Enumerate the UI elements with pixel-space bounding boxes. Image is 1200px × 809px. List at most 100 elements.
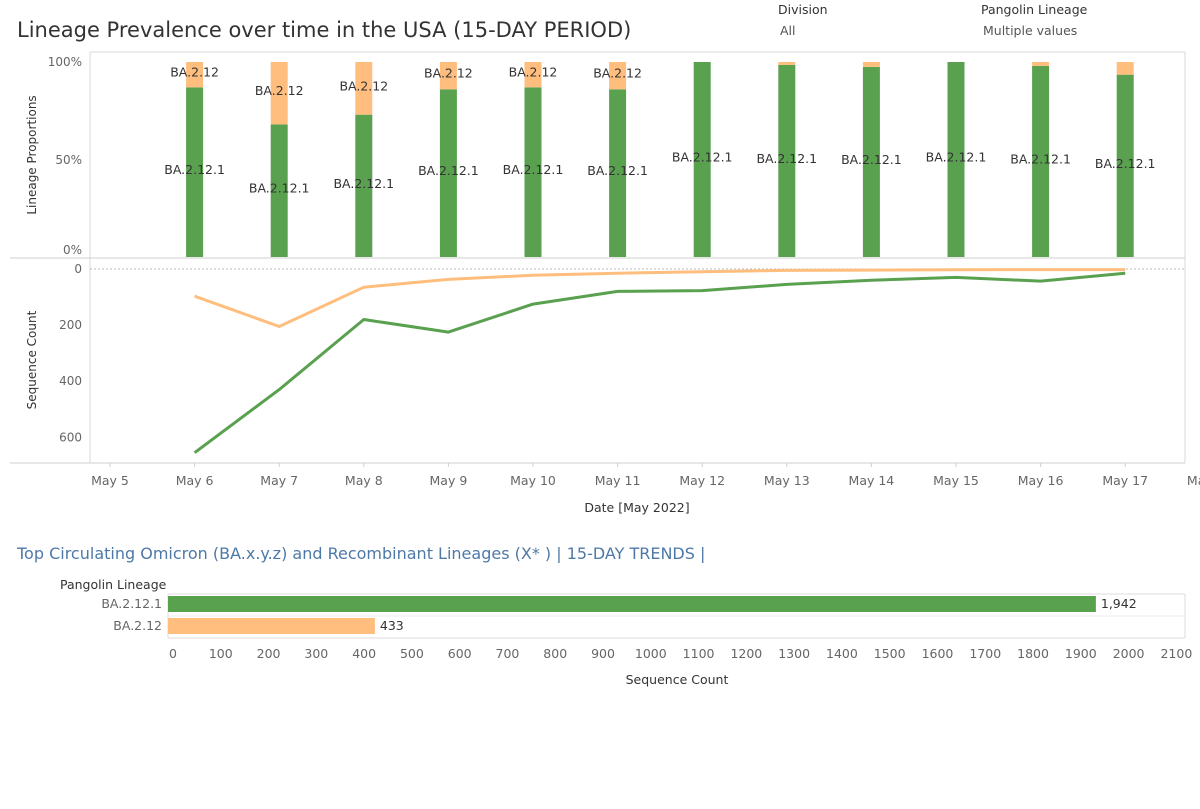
- totals-x-tick-label: 1400: [826, 646, 858, 661]
- bar-label-ba-2-12-1: BA.2.12.1: [756, 151, 817, 166]
- bar-segment-ba-2-12: [270, 62, 288, 125]
- totals-x-tick-label: 700: [496, 646, 520, 661]
- bar-segment-ba-2-12-1: [355, 114, 373, 258]
- bar-label-ba-2-12-1: BA.2.12.1: [503, 162, 564, 177]
- bar-segment-ba-2-12: [439, 62, 457, 90]
- bar-label-ba-2-12-1: BA.2.12.1: [1010, 151, 1071, 166]
- bar-segment-ba-2-12-1: [524, 87, 542, 257]
- x-axis-tick-label: May 10: [510, 473, 556, 488]
- x-axis-tick-label: May 7: [260, 473, 298, 488]
- bar-y-tick-label: 0%: [63, 243, 82, 257]
- bar-label-ba-2-12: BA.2.12: [509, 65, 558, 80]
- totals-value-label: 433: [380, 618, 404, 633]
- totals-x-tick-label: 1000: [635, 646, 667, 661]
- bar-segment-ba-2-12-1: [947, 62, 965, 257]
- x-axis-title: Date [May 2022]: [584, 500, 689, 515]
- totals-x-tick-label: 500: [400, 646, 424, 661]
- totals-x-tick-label: 1500: [874, 646, 906, 661]
- totals-x-tick-label: 1700: [969, 646, 1001, 661]
- totals-x-axis-title: Sequence Count: [626, 672, 729, 687]
- division-filter-value[interactable]: All: [780, 23, 796, 38]
- x-axis-tick-label: May 13: [764, 473, 810, 488]
- bar-y-axis-title: Lineage Proportions: [25, 95, 39, 214]
- line-y-tick-label: 0: [74, 262, 82, 276]
- totals-x-tick-label: 200: [257, 646, 281, 661]
- bar-label-ba-2-12-1: BA.2.12.1: [418, 163, 479, 178]
- line-y-tick-label: 400: [59, 374, 82, 388]
- totals-x-tick-label: 1800: [1017, 646, 1049, 661]
- division-filter[interactable]: Division All: [778, 2, 828, 38]
- division-filter-label: Division: [778, 2, 828, 17]
- totals-x-tick-label: 600: [448, 646, 472, 661]
- bar-label-ba-2-12: BA.2.12: [593, 66, 642, 81]
- totals-x-tick-label: 2000: [1113, 646, 1145, 661]
- bar-label-ba-2-12-1: BA.2.12.1: [587, 163, 648, 178]
- bar-y-tick-label: 100%: [48, 55, 82, 69]
- totals-x-tick-label: 400: [352, 646, 376, 661]
- totals-x-tick-label: 100: [209, 646, 233, 661]
- line-y-tick-label: 200: [59, 318, 82, 332]
- pangolin-lineage-filter[interactable]: Pangolin Lineage Multiple values: [981, 2, 1087, 38]
- line-series-ba-2-12: [194, 268, 1126, 328]
- bar-label-ba-2-12-1: BA.2.12.1: [672, 150, 733, 165]
- page-title: Lineage Prevalence over time in the USA …: [17, 18, 631, 42]
- bar-label-ba-2-12: BA.2.12: [339, 78, 388, 93]
- totals-x-tick-label: 1900: [1065, 646, 1097, 661]
- bar-segment-ba-2-12-1: [1032, 65, 1050, 258]
- bar-segment-ba-2-12-1: [609, 89, 627, 257]
- totals-row-header: Pangolin Lineage: [60, 577, 167, 592]
- bar-segment-ba-2-12-1: [693, 62, 711, 257]
- bar-segment-ba-2-12-1: [862, 66, 880, 257]
- pangolin-lineage-filter-label: Pangolin Lineage: [981, 2, 1088, 17]
- bar-label-ba-2-12-1: BA.2.12.1: [333, 176, 394, 191]
- bar-segment-ba-2-12: [778, 62, 796, 65]
- totals-bar-ba-2-12-1: [168, 596, 1096, 612]
- totals-x-tick-label: 900: [591, 646, 615, 661]
- totals-x-tick-label: 2100: [1160, 646, 1192, 661]
- bar-label-ba-2-12-1: BA.2.12.1: [1095, 156, 1156, 171]
- x-axis-tick-label: May 9: [430, 473, 468, 488]
- bar-y-tick-label: 50%: [55, 153, 82, 167]
- bar-segment-ba-2-12: [524, 62, 542, 88]
- totals-x-tick-label: 0: [169, 646, 177, 661]
- x-axis-tick-label: May 15: [933, 473, 979, 488]
- x-axis-tick-label: May 14: [849, 473, 895, 488]
- totals-section-title: Top Circulating Omicron (BA.x.y.z) and R…: [16, 544, 705, 563]
- bar-segment-ba-2-12-1: [439, 89, 457, 257]
- line-y-tick-label: 600: [59, 430, 82, 444]
- bar-segment-ba-2-12: [1116, 62, 1134, 75]
- bar-label-ba-2-12-1: BA.2.12.1: [164, 162, 225, 177]
- bar-label-ba-2-12: BA.2.12: [255, 83, 304, 98]
- line-y-axis-title: Sequence Count: [25, 310, 39, 409]
- bar-label-ba-2-12-1: BA.2.12.1: [926, 150, 987, 165]
- bar-segment-ba-2-12-1: [186, 87, 204, 257]
- bar-segment-ba-2-12: [609, 62, 627, 90]
- x-axis-tick-label: May 17: [1102, 473, 1148, 488]
- bar-segment-ba-2-12: [355, 62, 373, 115]
- x-axis-tick-label: May 6: [176, 473, 214, 488]
- totals-x-tick-label: 1200: [730, 646, 762, 661]
- pangolin-lineage-filter-value[interactable]: Multiple values: [983, 23, 1078, 38]
- bar-label-ba-2-12: BA.2.12: [170, 65, 219, 80]
- bar-segment-ba-2-12: [186, 62, 204, 88]
- bar-segment-ba-2-12: [862, 62, 880, 67]
- bar-label-ba-2-12-1: BA.2.12.1: [841, 152, 902, 167]
- x-axis-tick-label: May 16: [1018, 473, 1064, 488]
- x-axis-tick-label: May 11: [595, 473, 641, 488]
- totals-x-tick-label: 1300: [778, 646, 810, 661]
- totals-x-tick-label: 800: [543, 646, 567, 661]
- line-series-ba-2-12-1: [193, 271, 1126, 454]
- x-axis-tick-label: May 5: [91, 473, 129, 488]
- bar-segment-ba-2-12: [1032, 62, 1050, 66]
- x-axis-tick-label: May 8: [345, 473, 383, 488]
- bar-segment-ba-2-12-1: [1116, 74, 1134, 257]
- totals-x-tick-label: 1600: [922, 646, 954, 661]
- totals-x-tick-label: 1100: [683, 646, 715, 661]
- x-axis-tick-label: May 12: [679, 473, 725, 488]
- totals-category-label: BA.2.12.1: [101, 596, 162, 611]
- x-axis-tick-label: May 18: [1187, 473, 1200, 488]
- bar-label-ba-2-12: BA.2.12: [424, 66, 473, 81]
- totals-category-label: BA.2.12: [113, 618, 162, 633]
